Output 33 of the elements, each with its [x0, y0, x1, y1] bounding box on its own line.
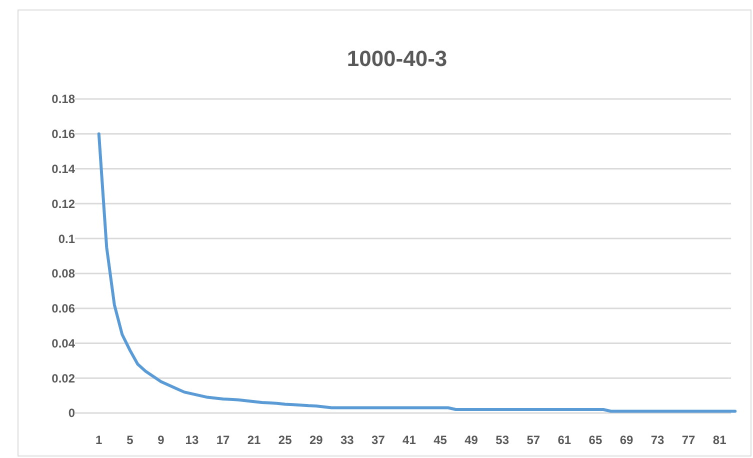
y-tick-label: 0.04 [52, 336, 76, 350]
chart-title: 1000-40-3 [346, 46, 448, 71]
x-tick-label: 41 [402, 433, 416, 447]
y-tick-label: 0 [68, 406, 76, 420]
y-tick-label: 0.16 [52, 127, 76, 142]
x-tick-label: 9 [158, 433, 165, 447]
line-series [97, 132, 737, 413]
x-tick-label: 33 [340, 433, 354, 447]
x-tick-label: 25 [278, 433, 292, 447]
x-tick-label: 5 [126, 433, 134, 447]
x-tick-label: 69 [620, 433, 634, 447]
x-tick-label: 29 [309, 433, 324, 447]
x-tick-label: 61 [558, 433, 572, 447]
y-tick-label: 0.18 [52, 92, 76, 106]
y-tick-label: 0.02 [52, 371, 76, 386]
x-tick-label: 37 [372, 433, 386, 447]
x-tick-label: 45 [434, 433, 448, 447]
x-tick-label: 73 [650, 433, 665, 447]
x-tick-label: 77 [682, 433, 696, 447]
x-tick-label: 57 [526, 433, 540, 447]
x-tick-label: 65 [588, 433, 602, 447]
x-tick-label: 1 [96, 433, 103, 447]
x-tick-label: 81 [712, 433, 727, 447]
x-tick-label: 13 [185, 433, 199, 447]
y-tick-label: 0.12 [52, 196, 76, 211]
y-tick-label: 0.06 [52, 302, 76, 316]
x-tick-label: 17 [216, 433, 230, 447]
x-tick-label: 49 [464, 433, 478, 447]
y-tick-label: 0.08 [52, 266, 76, 281]
x-tick-label: 21 [247, 433, 262, 447]
x-tick-label: 53 [496, 433, 510, 447]
y-tick-label: 0.14 [52, 162, 76, 176]
y-tick-label: 0.1 [58, 232, 76, 246]
